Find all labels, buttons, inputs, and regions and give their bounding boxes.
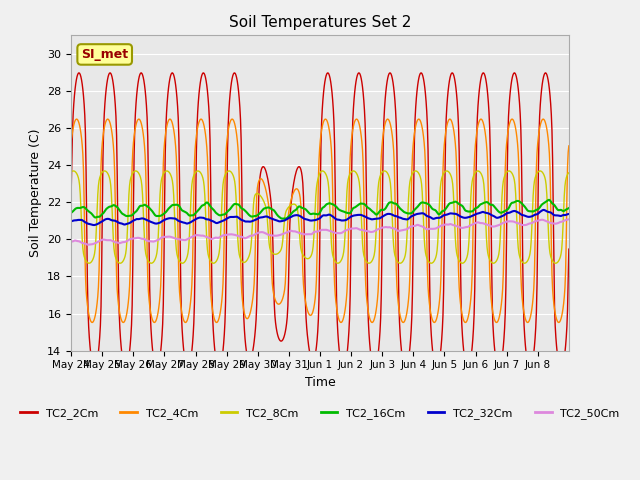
- TC2_50Cm: [399, 227, 407, 233]
- Line: TC2_4Cm: TC2_4Cm: [71, 119, 569, 323]
- TC2_16Cm: [260, 205, 268, 211]
- TC2_2Cm: [399, 361, 407, 367]
- TC2_2Cm: [126, 342, 134, 348]
- TC2_2Cm: [218, 358, 225, 363]
- TC2_2Cm: [261, 166, 269, 172]
- Line: TC2_16Cm: TC2_16Cm: [71, 200, 569, 218]
- TC2_2Cm: [75, 70, 83, 76]
- TC2_32Cm: [126, 220, 134, 226]
- TC2_4Cm: [212, 320, 220, 325]
- TC2_32Cm: [399, 216, 407, 222]
- Title: Soil Temperatures Set 2: Soil Temperatures Set 2: [229, 15, 411, 30]
- TC2_32Cm: [261, 214, 269, 219]
- TC2_16Cm: [372, 211, 380, 217]
- TC2_8Cm: [67, 169, 75, 175]
- TC2_8Cm: [125, 182, 133, 188]
- TC2_4Cm: [262, 187, 269, 192]
- TC2_50Cm: [372, 228, 380, 233]
- TC2_8Cm: [381, 168, 388, 174]
- Y-axis label: Soil Temperature (C): Soil Temperature (C): [29, 129, 42, 257]
- TC2_8Cm: [242, 259, 250, 264]
- Text: SI_met: SI_met: [81, 48, 128, 61]
- TC2_4Cm: [565, 143, 573, 149]
- TC2_32Cm: [243, 219, 250, 225]
- TC2_32Cm: [218, 218, 225, 224]
- Legend: TC2_2Cm, TC2_4Cm, TC2_8Cm, TC2_16Cm, TC2_32Cm, TC2_50Cm: TC2_2Cm, TC2_4Cm, TC2_8Cm, TC2_16Cm, TC2…: [16, 404, 624, 423]
- TC2_8Cm: [260, 200, 268, 206]
- TC2_2Cm: [243, 348, 250, 354]
- TC2_50Cm: [126, 236, 134, 242]
- TC2_4Cm: [125, 284, 133, 289]
- TC2_16Cm: [278, 216, 286, 221]
- TC2_2Cm: [372, 365, 380, 371]
- TC2_8Cm: [217, 221, 225, 227]
- TC2_32Cm: [540, 207, 547, 213]
- TC2_4Cm: [372, 308, 380, 313]
- TC2_2Cm: [67, 190, 75, 195]
- TC2_8Cm: [372, 240, 380, 246]
- TC2_4Cm: [218, 299, 225, 304]
- Line: TC2_50Cm: TC2_50Cm: [71, 219, 569, 245]
- TC2_16Cm: [217, 212, 225, 218]
- TC2_8Cm: [400, 256, 408, 262]
- TC2_4Cm: [243, 316, 251, 322]
- TC2_4Cm: [67, 137, 75, 143]
- TC2_50Cm: [565, 216, 573, 222]
- X-axis label: Time: Time: [305, 376, 335, 389]
- TC2_50Cm: [218, 233, 225, 239]
- TC2_32Cm: [372, 216, 380, 222]
- TC2_16Cm: [545, 197, 552, 203]
- Line: TC2_8Cm: TC2_8Cm: [71, 171, 569, 263]
- TC2_32Cm: [565, 211, 573, 217]
- TC2_32Cm: [90, 222, 98, 228]
- TC2_2Cm: [557, 366, 565, 372]
- TC2_16Cm: [67, 210, 75, 216]
- TC2_50Cm: [261, 230, 269, 236]
- TC2_8Cm: [565, 170, 573, 176]
- TC2_4Cm: [228, 116, 236, 122]
- TC2_2Cm: [565, 246, 573, 252]
- TC2_50Cm: [84, 242, 92, 248]
- Line: TC2_32Cm: TC2_32Cm: [71, 210, 569, 225]
- Line: TC2_2Cm: TC2_2Cm: [71, 73, 569, 369]
- TC2_16Cm: [125, 213, 133, 219]
- TC2_32Cm: [67, 218, 75, 224]
- TC2_50Cm: [67, 239, 75, 244]
- TC2_8Cm: [365, 260, 373, 266]
- TC2_16Cm: [399, 209, 407, 215]
- TC2_16Cm: [242, 208, 250, 214]
- TC2_16Cm: [565, 205, 573, 211]
- TC2_50Cm: [243, 235, 250, 241]
- TC2_4Cm: [400, 319, 408, 325]
